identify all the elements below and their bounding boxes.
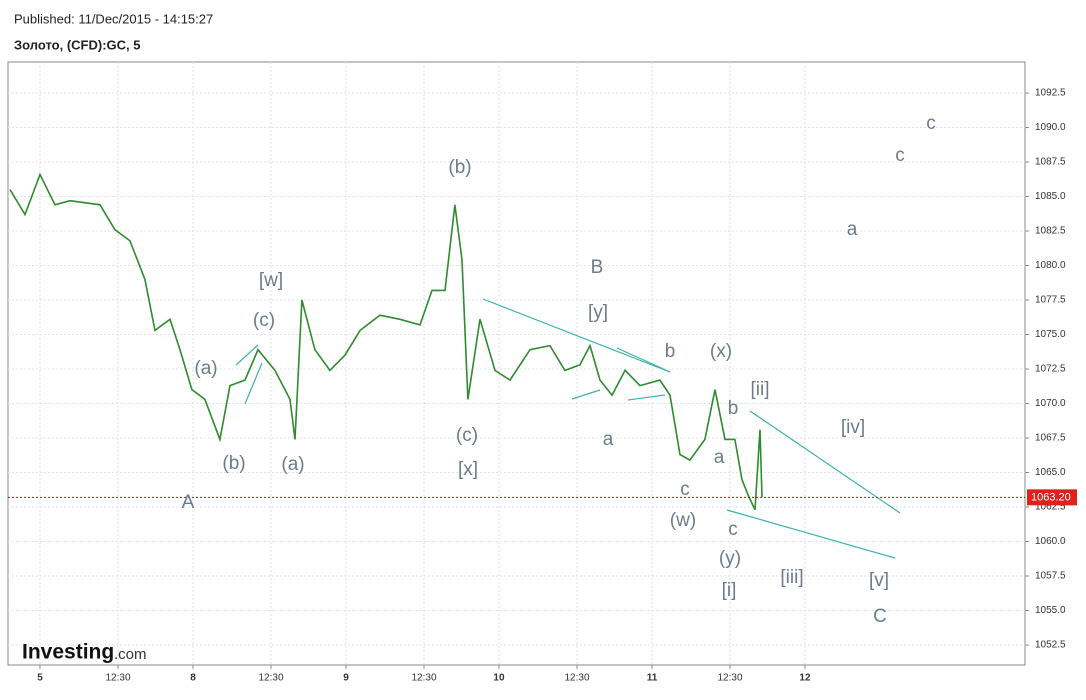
y-tick-label: 1082.5: [1035, 226, 1066, 237]
trendline: [235, 344, 259, 366]
wave-label: [iv]: [841, 417, 865, 438]
wave-label: (c): [253, 310, 275, 331]
wave-label: (b): [222, 453, 245, 474]
wave-label: c: [728, 519, 738, 540]
wave-label: c: [895, 145, 905, 166]
x-tick-label: 12:30: [258, 673, 283, 684]
grid: [8, 62, 1025, 665]
y-tick-label: 1087.5: [1035, 157, 1066, 168]
x-tick-label: 12:30: [717, 673, 742, 684]
last-price-box: [1027, 489, 1077, 506]
y-tick-label: 1077.5: [1035, 295, 1066, 306]
wave-label: [v]: [869, 570, 889, 591]
wave-label: c: [926, 113, 936, 134]
last-price-label: 1063.20: [1031, 491, 1071, 503]
wave-label: [w]: [259, 270, 283, 291]
trendline: [571, 389, 601, 400]
wave-label: [ii]: [751, 379, 770, 400]
wave-label: C: [873, 606, 887, 627]
trendline: [726, 509, 896, 559]
wave-label: a: [714, 447, 725, 468]
trendline: [482, 298, 671, 373]
y-tick-label: 1062.5: [1035, 502, 1066, 513]
y-tick-label: 1057.5: [1035, 571, 1066, 582]
wave-label: a: [847, 219, 858, 240]
x-tick-label: 5: [37, 673, 43, 684]
x-tick-label: 12:30: [564, 673, 589, 684]
y-tick-label: 1067.5: [1035, 433, 1066, 444]
wave-label: (a): [194, 358, 217, 379]
y-tick-label: 1052.5: [1035, 640, 1066, 651]
y-tick-label: 1070.0: [1035, 398, 1066, 409]
wave-label: (y): [719, 548, 741, 569]
wave-label: (a): [281, 454, 304, 475]
y-tick-label: 1065.0: [1035, 467, 1066, 478]
x-tick-label: 12:30: [105, 673, 130, 684]
wave-label: b: [728, 398, 739, 419]
plot: [8, 172, 1025, 511]
logo-brand: Investing: [22, 641, 114, 664]
x-tick-label: 10: [493, 673, 505, 684]
y-tick-label: 1060.0: [1035, 536, 1066, 547]
y-tick-label: 1072.5: [1035, 364, 1066, 375]
published: Published: 11/Dec/2015 - 14:15:27: [14, 11, 213, 26]
wave-label: [iii]: [780, 567, 803, 588]
wave-label: B: [591, 257, 604, 278]
y-tick-label: 1055.0: [1035, 605, 1066, 616]
wave-label: A: [182, 492, 195, 513]
trendline: [749, 410, 901, 514]
x-tick-label: 11: [647, 673, 658, 684]
y-tick-label: 1085.0: [1035, 191, 1066, 202]
wave-label: (b): [448, 157, 471, 178]
trendlines: [235, 298, 901, 559]
wave-label: (x): [710, 341, 732, 362]
trendline: [244, 362, 263, 405]
wave-label: [x]: [458, 459, 478, 480]
instrument: Золото, (CFD):GC, 5: [14, 37, 140, 52]
x-tick-label: 9: [343, 673, 349, 684]
x-tick-label: 12:30: [411, 673, 436, 684]
y-tick-label: 1090.0: [1035, 122, 1066, 133]
x-tick-label: 12: [799, 673, 811, 684]
y-tick-label: 1080.0: [1035, 260, 1066, 271]
wave-label: (c): [456, 425, 478, 446]
trendline: [616, 347, 671, 373]
y-tick-label: 1075.0: [1035, 329, 1066, 340]
wave-label: c: [680, 479, 690, 500]
wave-label: b: [665, 341, 676, 362]
wave-label: (w): [670, 510, 696, 531]
wave-label: [i]: [722, 580, 737, 601]
trendline: [627, 394, 666, 401]
logo-suffix: .com: [114, 646, 147, 663]
wave-label: [y]: [588, 302, 608, 323]
y-tick-label: 1092.5: [1035, 88, 1066, 99]
price-line: [9, 172, 763, 511]
wave-label: a: [603, 429, 614, 450]
x-tick-label: 8: [190, 673, 196, 684]
